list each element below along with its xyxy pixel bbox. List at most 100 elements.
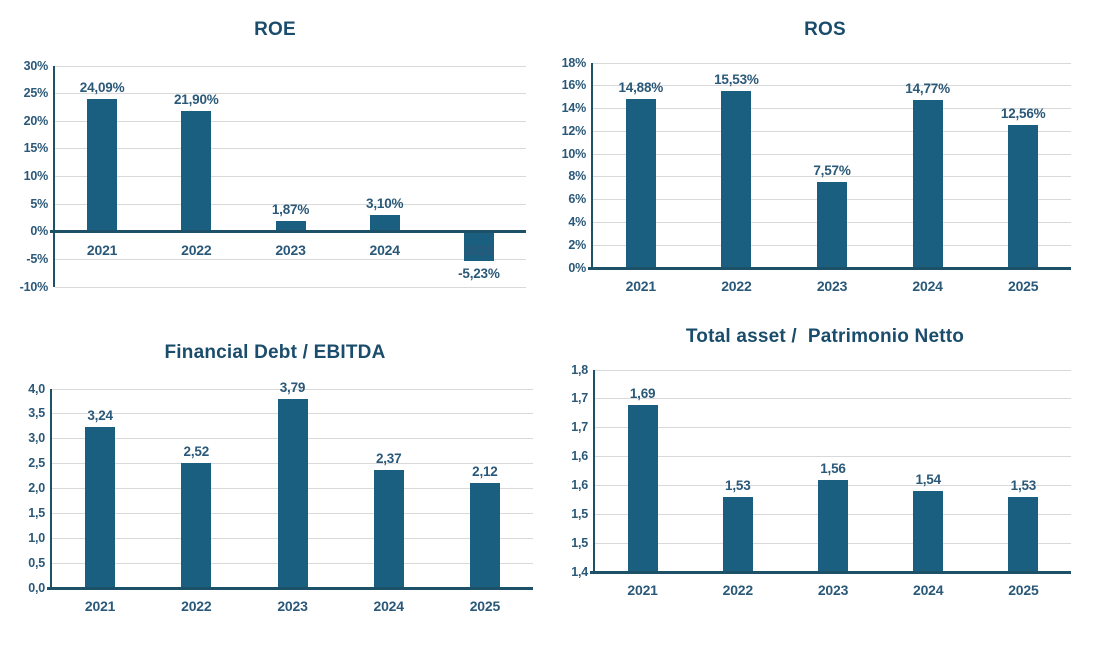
data-label: 14,77% bbox=[905, 80, 950, 96]
y-axis-tick-label: 1,6 bbox=[571, 449, 588, 464]
data-label: 15,53% bbox=[714, 72, 759, 88]
x-axis-label: 2023 bbox=[817, 582, 849, 598]
y-axis-tick-label: 2,5 bbox=[28, 456, 45, 471]
data-label: 24,09% bbox=[79, 79, 125, 95]
data-label: -5,23% bbox=[458, 265, 500, 281]
data-label: 7,57% bbox=[813, 162, 851, 178]
bar-2022 bbox=[181, 462, 212, 588]
x-axis-label: 2025 bbox=[463, 241, 495, 258]
x-axis-label: 2024 bbox=[912, 278, 943, 294]
bar-2025 bbox=[463, 231, 494, 261]
y-axis-tick-label: 4% bbox=[568, 214, 586, 229]
axis-baseline bbox=[50, 230, 526, 234]
gridline bbox=[595, 456, 1071, 458]
gridline bbox=[55, 120, 526, 122]
bar-2023 bbox=[818, 479, 848, 572]
chart-title-roe: ROE bbox=[254, 19, 296, 40]
x-axis-label: 2022 bbox=[181, 598, 212, 614]
bar-2023 bbox=[275, 221, 306, 232]
chart-panel-total-asset-patrimonio-netto: Total asset / Patrimonio Netto 1,8 1,7 1,7… bbox=[550, 320, 1100, 646]
x-axis-label: 2025 bbox=[1008, 582, 1039, 598]
y-axis-tick-label: 1,8 bbox=[571, 362, 588, 377]
data-label: 2,12 bbox=[472, 463, 498, 479]
y-axis-tick-label: 1,6 bbox=[571, 477, 588, 492]
data-label: 1,53 bbox=[725, 477, 751, 493]
x-axis-label: 2024 bbox=[913, 582, 944, 598]
gridline bbox=[595, 427, 1071, 429]
data-label: 3,24 bbox=[87, 407, 113, 423]
bar-2025 bbox=[1008, 496, 1039, 572]
y-axis-line bbox=[593, 370, 595, 572]
y-axis-tick-label: -10% bbox=[19, 279, 49, 294]
bar-2025 bbox=[469, 482, 500, 588]
gridline bbox=[593, 108, 1071, 110]
x-axis-label: 2022 bbox=[721, 278, 752, 294]
y-axis-tick-label: 8% bbox=[568, 169, 586, 184]
y-axis-tick-label: 25% bbox=[23, 86, 49, 101]
y-axis-tick-label: 18% bbox=[561, 55, 587, 70]
y-axis-tick-label: 0,5 bbox=[28, 555, 45, 570]
y-axis-tick-label: 2% bbox=[568, 237, 586, 252]
x-axis-label: 2021 bbox=[625, 278, 657, 294]
gridline bbox=[55, 65, 526, 67]
bar-2022 bbox=[721, 91, 752, 268]
gridline bbox=[593, 153, 1071, 155]
bar-2025 bbox=[1008, 124, 1039, 268]
axis-baseline bbox=[588, 266, 1071, 270]
y-axis-tick-label: 30% bbox=[23, 58, 49, 73]
data-label: 2,37 bbox=[375, 451, 402, 467]
y-axis-tick-label: 1,7 bbox=[571, 391, 588, 406]
gridline bbox=[55, 258, 526, 260]
y-axis-line bbox=[53, 66, 55, 287]
gridline bbox=[595, 369, 1071, 371]
data-label: 1,53 bbox=[1010, 477, 1037, 493]
x-axis-label: 2023 bbox=[816, 278, 848, 294]
y-axis-tick-label: 0,0 bbox=[28, 580, 45, 595]
y-axis-tick-label: 1,5 bbox=[571, 535, 588, 550]
gridline bbox=[593, 62, 1071, 64]
x-axis-label: 2022 bbox=[722, 582, 754, 598]
x-axis-label: 2022 bbox=[181, 241, 212, 258]
data-label: 1,69 bbox=[629, 385, 656, 401]
y-axis-tick-label: 10% bbox=[23, 169, 49, 183]
x-axis-label: 2024 bbox=[369, 241, 401, 258]
gridline bbox=[52, 388, 533, 390]
bar-2024 bbox=[912, 99, 943, 268]
y-axis-tick-label: 3,5 bbox=[28, 406, 45, 421]
gridline bbox=[55, 286, 526, 288]
bar-2021 bbox=[625, 98, 656, 268]
y-axis-tick-label: 1,5 bbox=[571, 506, 588, 521]
y-axis-tick-label: 20% bbox=[23, 113, 49, 128]
chart-title-ros: ROS bbox=[804, 19, 846, 40]
gridline bbox=[593, 176, 1071, 178]
y-axis-tick-label: 16% bbox=[561, 78, 587, 93]
y-axis-tick-label: 3,0 bbox=[28, 431, 45, 446]
data-label: 1,54 bbox=[915, 472, 941, 488]
chart-panel-roe: ROE 30% 25% 20% 15% 10% 5% 0% -5% -10% 24,09% 2021… bbox=[0, 0, 550, 320]
y-axis-tick-label: 0% bbox=[30, 224, 48, 239]
y-axis-tick-label: 10% bbox=[561, 146, 587, 161]
bar-2023 bbox=[277, 399, 308, 588]
gridline bbox=[595, 398, 1071, 400]
chart-panel-ros: ROS 18% 16% 14% 12% 10% 8% 6% 4% 2% 0% 14,88% 2021 1… bbox=[550, 0, 1100, 320]
data-label: 21,90% bbox=[174, 91, 219, 107]
y-axis-tick-label: 1,7 bbox=[571, 420, 588, 435]
gridline bbox=[593, 130, 1071, 132]
bar-2023 bbox=[817, 181, 847, 268]
data-label: 1,87% bbox=[271, 202, 310, 218]
y-axis-tick-label: 1,0 bbox=[28, 530, 45, 545]
x-axis-label: 2025 bbox=[1008, 278, 1039, 294]
data-label: 3,79 bbox=[279, 380, 306, 396]
bar-2024 bbox=[913, 491, 944, 572]
gridline bbox=[593, 85, 1071, 87]
gridline bbox=[55, 93, 526, 95]
bar-2022 bbox=[722, 496, 753, 572]
gridline bbox=[55, 203, 526, 205]
gridline bbox=[55, 176, 526, 177]
y-axis-tick-label: 1,5 bbox=[28, 505, 45, 520]
chart-title-total-asset-patrimonio-netto: Total asset / Patrimonio Netto bbox=[685, 326, 965, 347]
chart-title-financial-debt-ebitda: Financial Debt / EBITDA bbox=[164, 342, 386, 363]
x-axis-label: 2024 bbox=[373, 598, 405, 614]
data-label: 14,88% bbox=[618, 79, 664, 95]
